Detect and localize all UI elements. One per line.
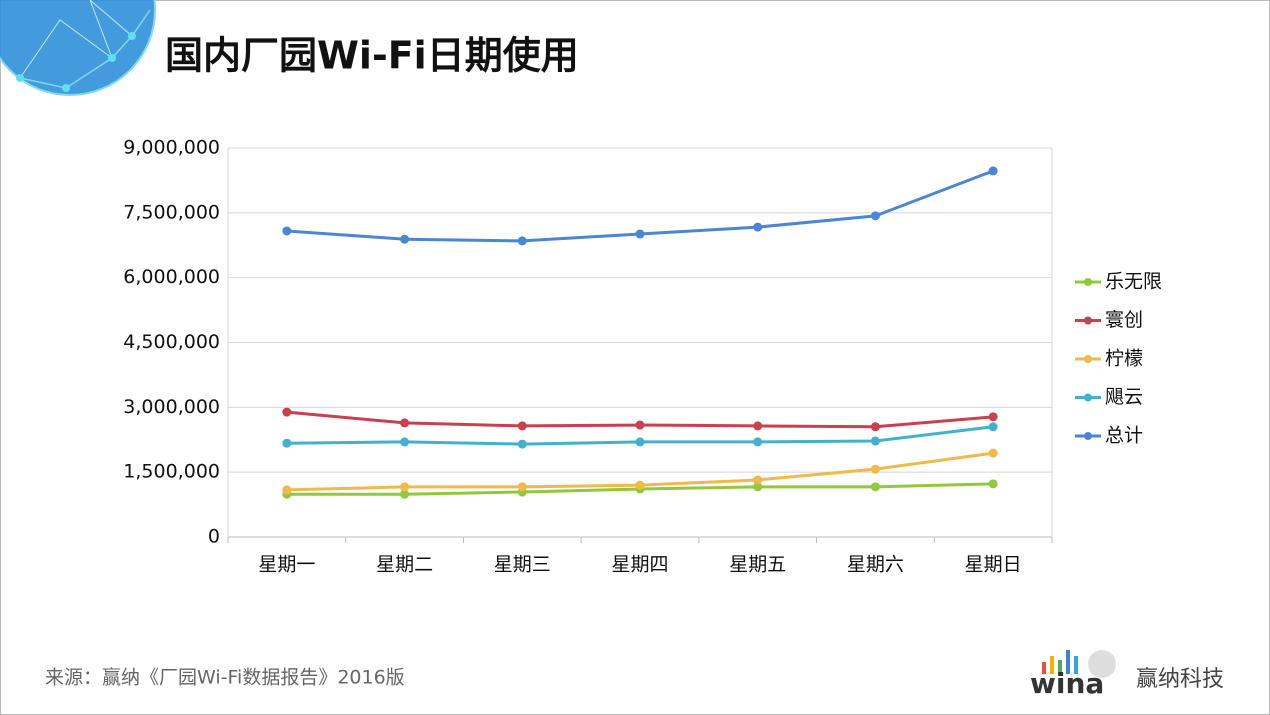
- data-point: [282, 226, 292, 236]
- x-tick-label: 星期一: [258, 554, 315, 576]
- data-point: [988, 412, 998, 422]
- data-point: [988, 166, 998, 176]
- y-tick-label: 3,000,000: [123, 396, 220, 418]
- chart-title: 国内厂园Wi-Fi日期使用: [165, 34, 579, 78]
- data-point: [282, 407, 292, 417]
- x-tick-label: 星期日: [965, 554, 1022, 576]
- legend-label: 寰创: [1105, 309, 1143, 331]
- data-point: [870, 464, 880, 474]
- data-point: [870, 422, 880, 432]
- data-point: [753, 421, 763, 431]
- corner-decoration: [0, 0, 156, 96]
- legend-label: 柠檬: [1105, 348, 1143, 370]
- y-tick-label: 9,000,000: [123, 137, 220, 159]
- data-point: [517, 421, 527, 431]
- y-tick-label: 4,500,000: [123, 331, 220, 353]
- data-point: [400, 418, 410, 428]
- data-point: [400, 489, 410, 499]
- x-tick-label: 星期三: [494, 554, 551, 576]
- data-point: [753, 475, 763, 485]
- legend-swatch-dot: [1084, 393, 1092, 402]
- data-point: [635, 437, 645, 447]
- data-point: [753, 222, 763, 232]
- data-point: [282, 485, 292, 495]
- data-point: [400, 482, 410, 492]
- data-point: [870, 482, 880, 492]
- y-tick-label: 1,500,000: [123, 461, 220, 483]
- data-point: [635, 480, 645, 490]
- legend-swatch-dot: [1084, 278, 1092, 286]
- data-point: [753, 437, 763, 447]
- data-point: [988, 479, 998, 489]
- data-point: [282, 438, 292, 448]
- data-point: [988, 448, 998, 458]
- data-point: [870, 211, 880, 221]
- logo-bars: [1042, 650, 1116, 678]
- x-tick-label: 星期二: [376, 554, 433, 576]
- data-point: [517, 482, 527, 492]
- data-point: [635, 229, 645, 239]
- source-note: 来源：赢纳《厂园Wi-Fi数据报告》2016版: [45, 667, 405, 689]
- legend-label: 总计: [1105, 425, 1143, 447]
- x-tick-label: 星期四: [611, 554, 668, 576]
- data-point: [517, 236, 527, 246]
- y-tick-label: 0: [208, 526, 220, 548]
- y-tick-label: 6,000,000: [123, 266, 220, 288]
- data-point: [517, 439, 527, 449]
- x-tick-label: 星期五: [729, 554, 786, 576]
- data-point: [870, 436, 880, 446]
- data-point: [400, 437, 410, 447]
- y-tick-label: 7,500,000: [123, 201, 220, 223]
- legend-swatch-dot: [1084, 316, 1092, 325]
- data-point: [635, 420, 645, 430]
- brand-name: 赢纳科技: [1136, 667, 1224, 692]
- legend-swatch-dot: [1084, 355, 1092, 363]
- data-point: [753, 482, 763, 492]
- data-point: [988, 422, 998, 432]
- x-tick-label: 星期六: [847, 554, 904, 576]
- legend-swatch-dot: [1084, 432, 1092, 440]
- data-point: [400, 234, 410, 244]
- legend-label: 飓云: [1105, 386, 1143, 408]
- legend-label: 乐无限: [1105, 271, 1162, 293]
- logo-text: wina: [1030, 667, 1104, 700]
